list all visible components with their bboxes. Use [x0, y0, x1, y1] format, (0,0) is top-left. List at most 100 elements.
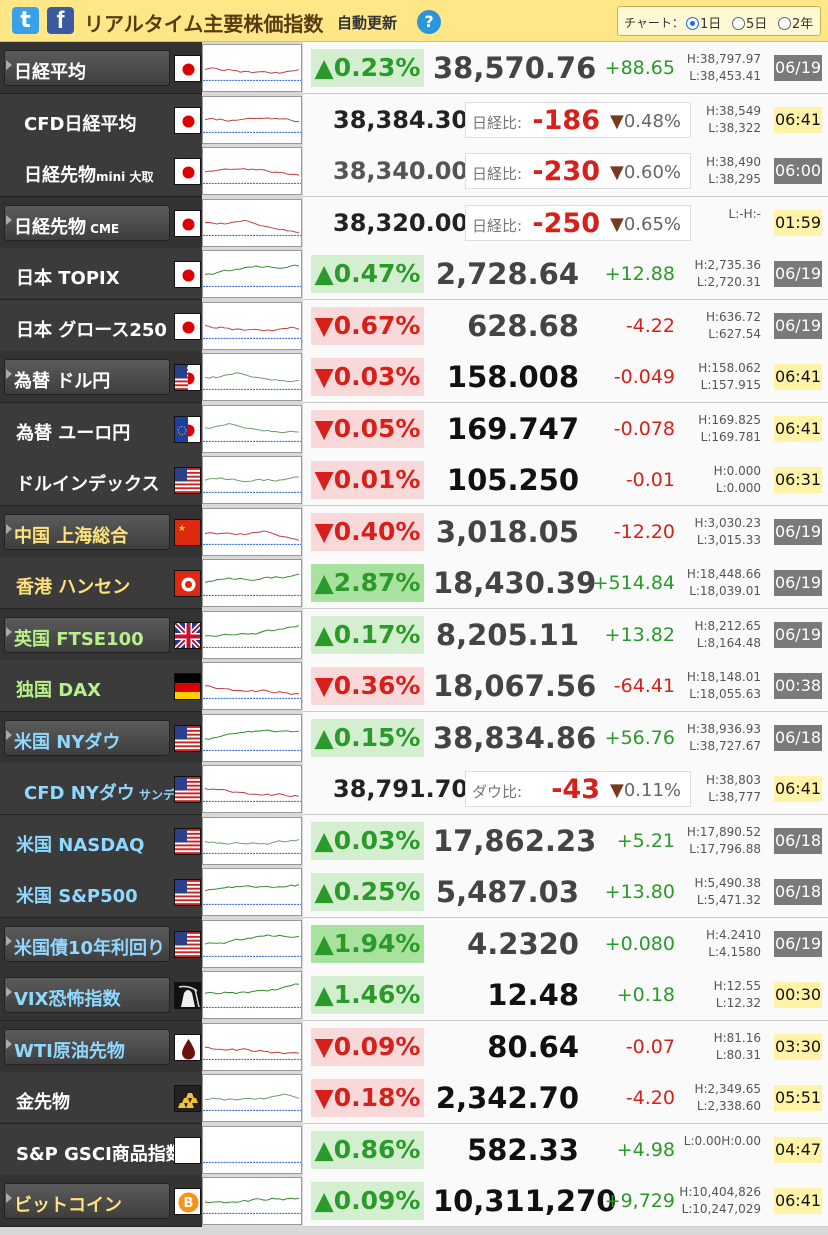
facebook-icon[interactable]: f — [47, 7, 74, 34]
mini-chart[interactable] — [202, 559, 302, 607]
values-cell: ▲0.03% 17,862.23 +5.21 H:17,890.52 L:17,796.… — [303, 814, 828, 867]
instrument-button[interactable] — [4, 204, 170, 241]
expand-arrow-icon[interactable] — [6, 60, 12, 70]
expand-arrow-icon[interactable] — [6, 523, 12, 534]
mini-chart[interactable] — [202, 147, 302, 195]
instrument-button[interactable] — [4, 513, 170, 550]
mini-chart[interactable] — [202, 44, 302, 92]
change-value: +56.76 — [604, 726, 675, 749]
comparison-label: 日経比: — [472, 216, 523, 235]
mini-chart[interactable] — [202, 1177, 302, 1225]
mini-chart[interactable] — [202, 971, 302, 1019]
change-percent-badge: ▲0.25% — [311, 873, 424, 911]
expand-arrow-icon[interactable] — [6, 1193, 12, 1203]
instrument-button[interactable] — [4, 50, 170, 86]
mini-chart[interactable] — [202, 95, 302, 144]
instrument-name-cell[interactable]: 米国 NYダウ — [0, 711, 202, 764]
mini-chart[interactable] — [202, 507, 302, 556]
expand-arrow-icon[interactable] — [6, 626, 12, 637]
values-cell: ▼0.36% 18,067.56 -64.41 H:18,148.01 L:18,055… — [303, 660, 828, 712]
instrument-button[interactable] — [4, 359, 170, 395]
expand-arrow-icon[interactable] — [6, 987, 12, 997]
instrument-name-cell[interactable]: ビットコイン B — [0, 1175, 202, 1227]
expand-arrow-icon[interactable] — [6, 935, 12, 946]
table-row: 英国 FTSE100 ▲0.17% 8,205.11 +13.82 H:8,212.65… — [0, 608, 828, 661]
table-row: 金先物 ▼0.18% 2,342.70 -4.20 H:2,349.65 L:2,338.… — [0, 1072, 828, 1124]
instrument-button[interactable] — [4, 925, 170, 962]
mini-chart[interactable] — [202, 919, 302, 968]
mini-chart[interactable] — [202, 610, 302, 659]
chart-range-5d-radio[interactable]: 5日 — [732, 13, 767, 32]
instrument-name-cell[interactable]: 日経先物 CME — [0, 196, 202, 249]
values-cell: ▼0.09% 80.64 -0.07 H:81.16 L:80.31 03:30 — [303, 1020, 828, 1073]
expand-arrow-icon[interactable] — [6, 214, 12, 225]
mini-chart[interactable] — [202, 198, 302, 247]
price-value: 38,570.76 — [433, 51, 597, 85]
mini-chart[interactable] — [202, 713, 302, 762]
instrument-name-cell[interactable]: VIX恐怖指数 — [0, 969, 202, 1021]
instrument-button[interactable] — [4, 1028, 170, 1065]
mini-chart[interactable] — [202, 1125, 302, 1174]
mini-chart[interactable] — [202, 868, 302, 916]
high-low: H:3,030.23 L:3,015.33 — [694, 515, 761, 547]
values-cell: ▲0.25% 5,487.03 +13.80 H:5,490.38 L:5,471.32… — [303, 866, 828, 918]
help-icon[interactable]: ? — [417, 10, 441, 34]
price-value: 582.33 — [467, 1132, 579, 1167]
table-row: VIX恐怖指数 ▲1.46% 12.48 +0.18 H:12.55 L:12.32 00:… — [0, 969, 828, 1021]
mini-chart[interactable] — [202, 301, 302, 350]
mini-chart[interactable] — [202, 1022, 302, 1071]
chart-range-1d-radio[interactable]: 1日 — [686, 13, 721, 32]
instrument-name-cell[interactable]: 英国 FTSE100 — [0, 608, 202, 661]
high-low: L:-H:- — [728, 206, 761, 221]
mini-chart[interactable] — [202, 662, 302, 710]
instrument-name-cell: 日本 TOPIX — [0, 248, 202, 300]
mini-chart[interactable] — [202, 404, 302, 453]
price-value: 38,384.30 — [333, 105, 469, 134]
change-value: +12.88 — [604, 263, 675, 285]
instrument-button[interactable] — [4, 719, 170, 756]
comparison-diff: -250 — [532, 207, 600, 239]
instrument-name-cell[interactable]: WTI原油先物 — [0, 1020, 202, 1073]
instrument-name-cell[interactable]: 中国 上海総合 ★ — [0, 505, 202, 558]
chart-range-2y-radio[interactable]: 2年 — [778, 13, 813, 32]
price-value: 2,728.64 — [435, 257, 579, 291]
instrument-name-cell[interactable]: 米国債10年利回り — [0, 917, 202, 970]
instrument-name-cell: 独国 DAX — [0, 660, 202, 712]
instrument-button[interactable] — [4, 616, 170, 653]
change-percent-badge: ▼0.36% — [311, 667, 424, 705]
update-time-badge: 06:41 — [774, 776, 822, 802]
instrument-label: 香港 ハンセン — [16, 577, 131, 598]
twitter-icon[interactable]: t — [12, 7, 39, 34]
price-value: 8,205.11 — [435, 617, 579, 652]
price-value: 628.68 — [467, 308, 579, 343]
jp-flag-icon — [174, 312, 201, 340]
down-triangle-icon: ▼ — [610, 213, 624, 235]
instrument-button[interactable] — [4, 977, 170, 1013]
expand-arrow-icon[interactable] — [6, 1038, 12, 1049]
values-cell: 38,384.30 日経比: -186 ▼0.48% H:38,549 L:38,322 0… — [303, 93, 828, 146]
update-time-badge: 06:41 — [774, 415, 822, 442]
values-cell: ▲0.23% 38,570.76 +88.65 H:38,797.97 L:38,453… — [303, 42, 828, 94]
mini-chart[interactable] — [202, 1074, 302, 1122]
mini-chart[interactable] — [202, 456, 302, 504]
table-row: 香港 ハンセン ▲2.87% 18,430.39 +514.84 H:18,448.66… — [0, 557, 828, 609]
instrument-name-cell[interactable]: 日経平均 — [0, 42, 202, 94]
instrument-name-cell[interactable]: 為替 ドル円 — [0, 351, 202, 403]
change-percent-badge: ▼0.09% — [311, 1027, 424, 1066]
mini-chart[interactable] — [202, 250, 302, 298]
auto-update-label: 自動更新 — [337, 14, 398, 32]
change-percent-badge: ▲1.46% — [311, 976, 424, 1014]
hk-flag-icon — [174, 570, 201, 597]
mini-chart[interactable] — [202, 353, 302, 401]
update-time-badge: 06:41 — [774, 364, 822, 390]
mini-chart[interactable] — [202, 765, 302, 813]
none-flag-icon — [174, 1136, 201, 1164]
expand-arrow-icon[interactable] — [6, 729, 12, 740]
comparison-pct: ▼0.65% — [610, 213, 682, 235]
instrument-button[interactable] — [4, 1183, 170, 1219]
mini-chart[interactable] — [202, 816, 302, 865]
high-low: H:38,797.97 L:38,453.41 — [686, 52, 761, 83]
table-row: 米国 NYダウ ▲0.15% 38,834.86 +56.76 H:38,936.93 L… — [0, 711, 828, 764]
expand-arrow-icon[interactable] — [6, 369, 12, 379]
instrument-label: 米国債10年利回り — [14, 937, 166, 959]
